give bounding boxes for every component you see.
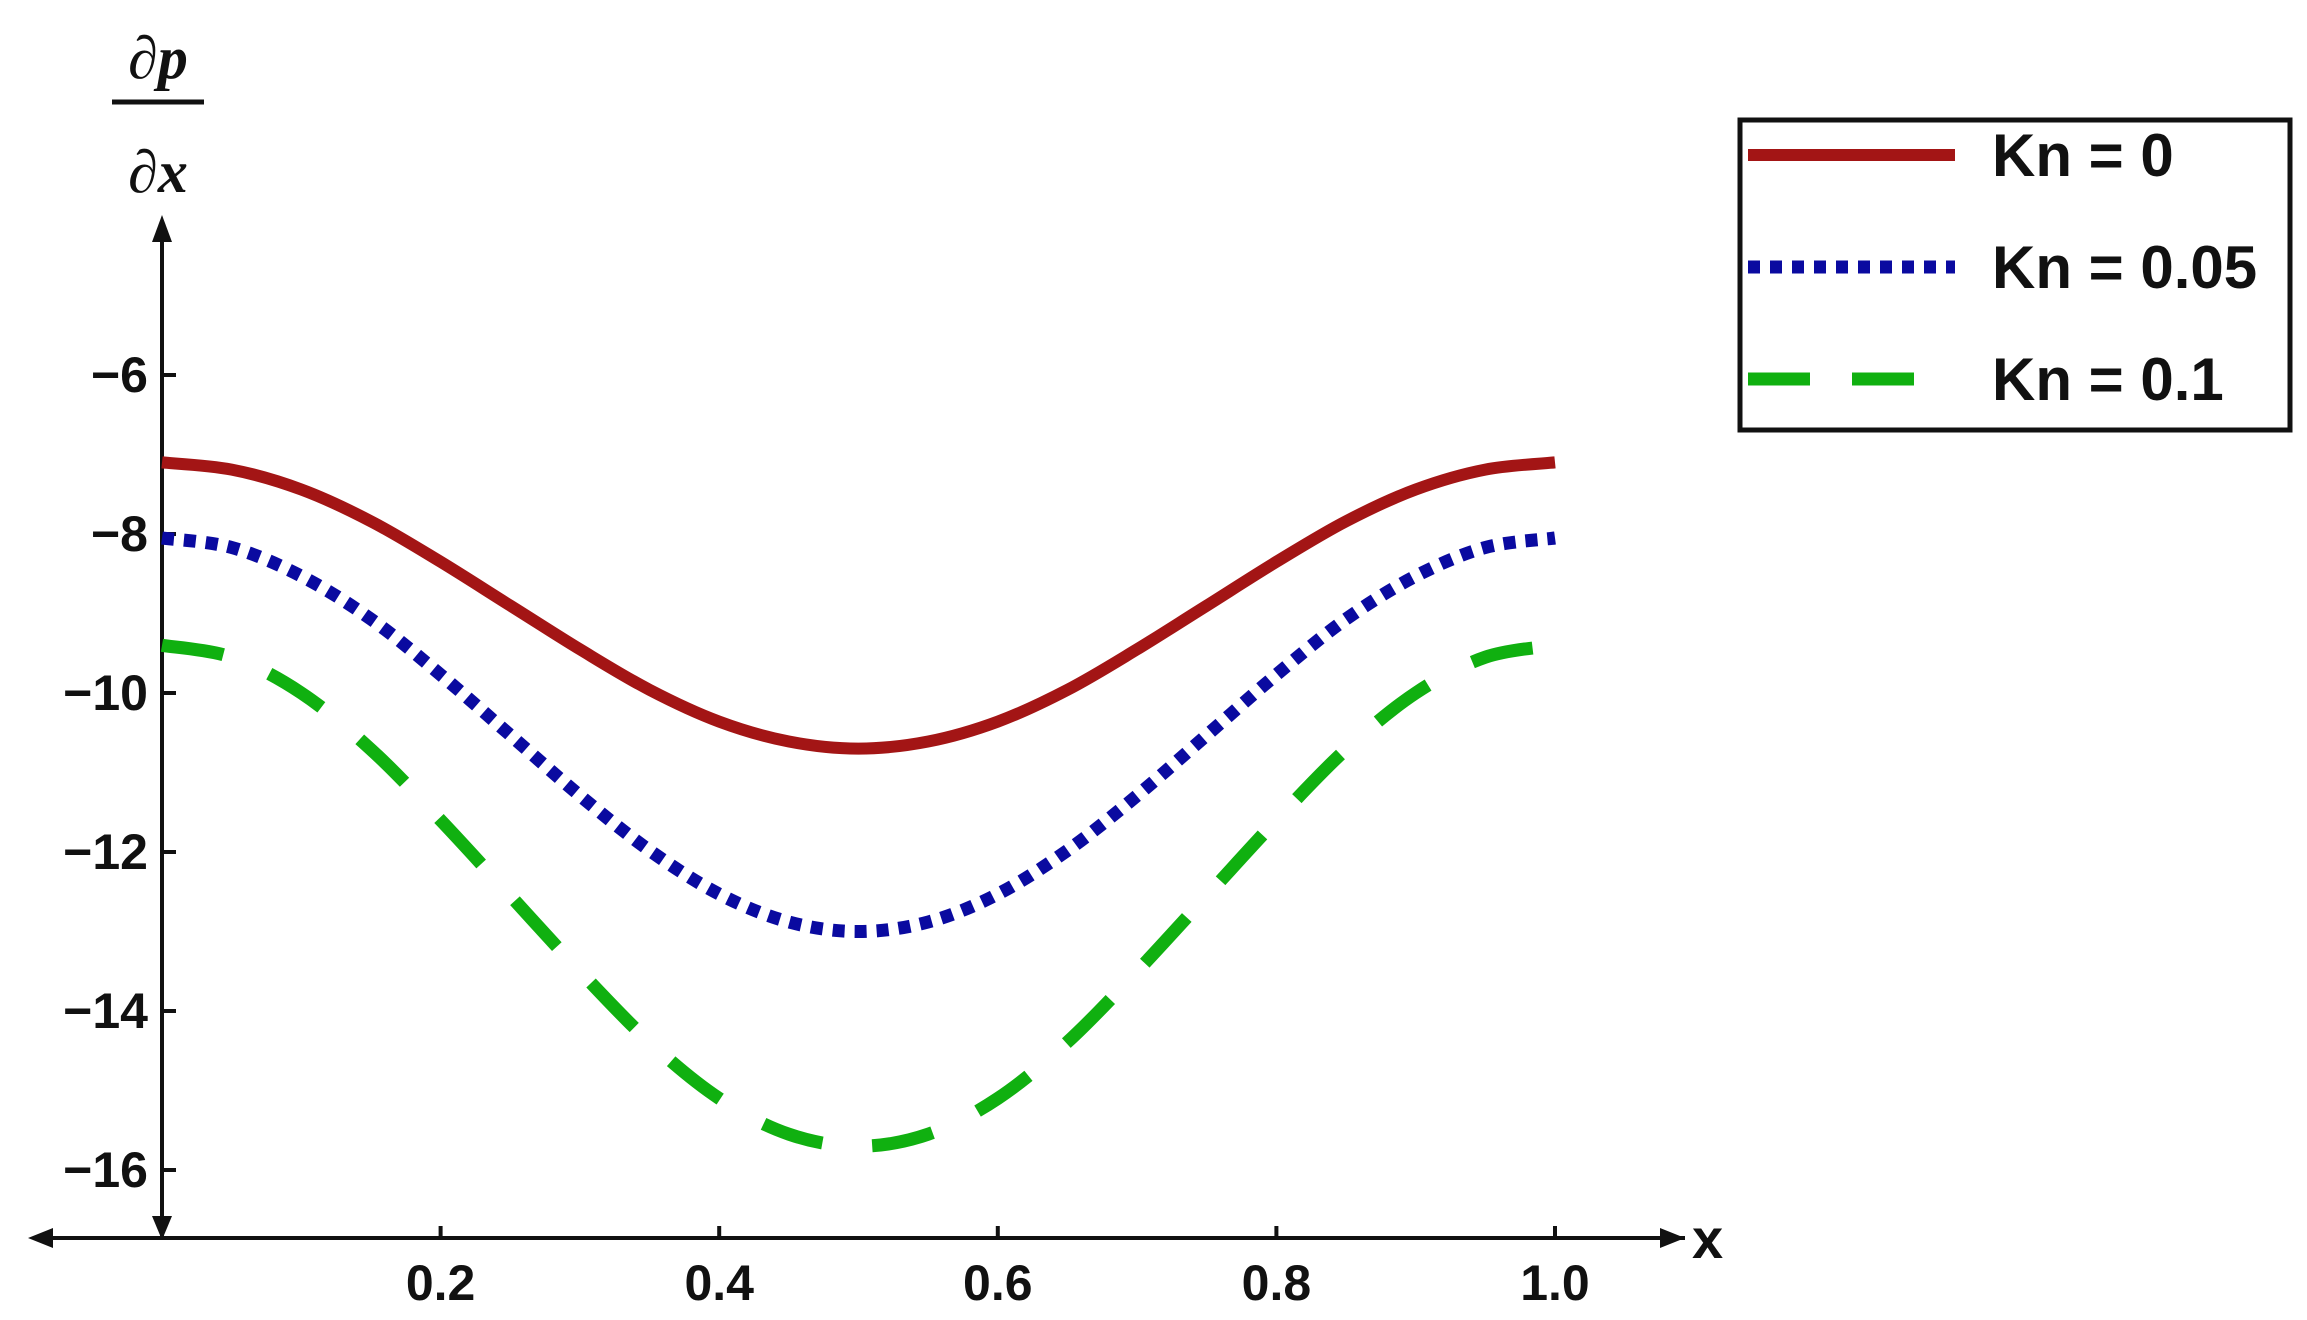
y-axis-label: ∂p ∂x — [112, 25, 204, 205]
x-axis-label: x — [1692, 1207, 1723, 1270]
x-tick-label: 0.8 — [1242, 1255, 1312, 1311]
x-tick-label: 0.6 — [963, 1255, 1033, 1311]
y-axis-arrow-down — [152, 1216, 172, 1240]
legend-label-3: Kn = 0.1 — [1992, 346, 2224, 413]
axes — [28, 215, 1685, 1248]
x-tick-label: 0.2 — [406, 1255, 476, 1311]
legend-label-2: Kn = 0.05 — [1992, 234, 2257, 301]
y-tick-label: −12 — [63, 824, 148, 880]
y-axis-label-numerator: ∂p — [128, 25, 188, 91]
legend-label-1: Kn = 0 — [1992, 122, 2174, 189]
y-axis-arrow-up — [152, 215, 172, 242]
series-line-3 — [160, 638, 1557, 1153]
y-tick-label: −16 — [63, 1142, 148, 1198]
y-tick-label: −14 — [63, 983, 148, 1039]
y-axis-label-denominator: ∂x — [128, 139, 188, 205]
y-tick-label: −10 — [63, 665, 148, 721]
series-layer — [160, 456, 1557, 1153]
x-axis-arrow-left — [28, 1228, 53, 1248]
legend-box — [1737, 117, 2293, 433]
legend: Kn = 0 Kn = 0.05 Kn = 0.1 — [1737, 117, 2293, 433]
x-axis-arrow-right — [1660, 1228, 1685, 1248]
y-tick-label: −8 — [91, 506, 148, 562]
ticks: 0.2 0.4 0.6 0.8 1.0 −6 −8 −10 −12 −14 −16 — [63, 347, 1590, 1311]
series-line-1 — [161, 456, 1556, 755]
x-tick-label: 1.0 — [1520, 1255, 1590, 1311]
x-tick-label: 0.4 — [684, 1255, 754, 1311]
series-line-2 — [161, 531, 1556, 939]
y-tick-label: −6 — [91, 347, 148, 403]
